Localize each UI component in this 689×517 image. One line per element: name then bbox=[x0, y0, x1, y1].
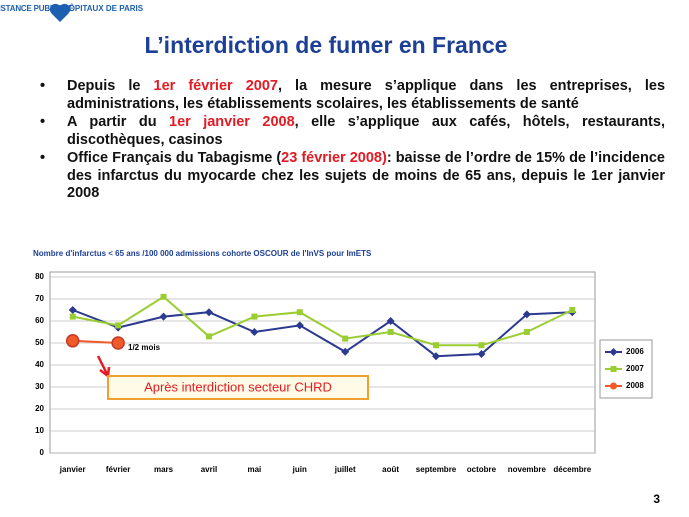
y-tick-label: 70 bbox=[35, 294, 44, 303]
legend-label: 2006 bbox=[626, 347, 644, 356]
point bbox=[115, 322, 122, 329]
bullet-text: , la mesure s’applique dans les entrepri… bbox=[67, 78, 666, 112]
bullet-text: Depuis le bbox=[67, 78, 154, 94]
y-tick-label: 30 bbox=[35, 382, 44, 391]
point bbox=[295, 321, 304, 330]
y-tick-label: 80 bbox=[35, 272, 44, 281]
bullet: Depuis le 1er février 2007, la mesure s’… bbox=[40, 78, 665, 113]
logo-heart bbox=[49, 3, 71, 22]
y-tick-label: 0 bbox=[40, 448, 45, 457]
x-tick-label: novembre bbox=[508, 465, 547, 474]
point bbox=[205, 333, 212, 340]
logo-left: ASSISTANCE PUBLIQUE bbox=[0, 4, 74, 13]
point bbox=[251, 313, 258, 320]
point bbox=[342, 335, 349, 342]
slide-title: L’interdiction de fumer en France bbox=[145, 32, 508, 58]
x-tick-label: août bbox=[382, 465, 399, 474]
page-number: 3 bbox=[653, 492, 660, 506]
y-tick-label: 40 bbox=[35, 360, 44, 369]
logo-right: HÔPITAUX DE PARIS bbox=[63, 4, 144, 13]
x-tick-label: mai bbox=[247, 465, 261, 474]
point bbox=[296, 309, 303, 316]
x-tick-label: décembre bbox=[553, 465, 591, 474]
series-line bbox=[72, 309, 573, 358]
x-tick-label: avril bbox=[201, 465, 217, 474]
point bbox=[387, 329, 394, 335]
point bbox=[65, 334, 80, 348]
x-tick-label: septembre bbox=[416, 465, 457, 474]
annotation: 1/2 mois bbox=[128, 343, 161, 352]
point bbox=[610, 366, 617, 372]
legend-label: 2007 bbox=[626, 364, 644, 373]
bullet-text: 1er janvier 2008 bbox=[169, 114, 295, 130]
series-line bbox=[72, 295, 573, 347]
bullet-list: Depuis le 1er février 2007, la mesure s’… bbox=[40, 78, 665, 204]
legend bbox=[599, 339, 653, 399]
bullet-text: : baisse de l’ordre de 15% de l’incidenc… bbox=[67, 150, 665, 201]
point bbox=[250, 328, 259, 336]
series-line bbox=[72, 339, 119, 344]
bullet-text: 23 février 2008) bbox=[281, 150, 387, 166]
bullet-text: 1er février 2007 bbox=[153, 78, 278, 94]
y-tick-label: 60 bbox=[35, 316, 44, 325]
point bbox=[478, 342, 485, 349]
x-tick-label: janvier bbox=[59, 465, 86, 474]
point bbox=[204, 308, 213, 317]
bullet-text: Office Français du Tabagisme ( bbox=[67, 150, 282, 166]
x-tick-label: octobre bbox=[467, 465, 497, 474]
x-tick-label: juin bbox=[292, 465, 307, 474]
chart-title: Nombre d'infarctus < 65 ans /100 000 adm… bbox=[33, 249, 372, 258]
point bbox=[386, 317, 395, 325]
callout-box bbox=[107, 375, 369, 400]
point bbox=[610, 382, 617, 390]
x-tick-label: juillet bbox=[334, 465, 356, 474]
bullet-text: , elle s’applique aux cafés, hôtels, res… bbox=[67, 114, 665, 148]
y-tick-label: 50 bbox=[35, 338, 44, 347]
x-tick-label: février bbox=[106, 465, 130, 474]
point bbox=[432, 352, 441, 361]
point bbox=[111, 336, 125, 350]
point bbox=[159, 312, 168, 321]
bullet-text: A partir du bbox=[67, 114, 169, 130]
point bbox=[341, 347, 350, 356]
point bbox=[433, 342, 440, 349]
point bbox=[477, 350, 486, 358]
bullet: A partir du 1er janvier 2008, elle s’app… bbox=[40, 114, 665, 149]
point bbox=[522, 310, 531, 319]
point bbox=[160, 293, 167, 300]
bullet: Office Français du Tabagisme (23 février… bbox=[40, 150, 665, 203]
legend-label: 2008 bbox=[626, 381, 644, 390]
x-tick-label: mars bbox=[154, 465, 174, 474]
point bbox=[523, 329, 530, 335]
y-tick-label: 20 bbox=[35, 404, 44, 413]
point bbox=[609, 348, 618, 356]
callout-text: Après interdiction secteur CHRD bbox=[144, 379, 332, 394]
point bbox=[569, 307, 576, 313]
arrow bbox=[96, 355, 111, 379]
point bbox=[69, 313, 76, 320]
point bbox=[68, 306, 77, 314]
y-tick-label: 10 bbox=[35, 426, 44, 435]
